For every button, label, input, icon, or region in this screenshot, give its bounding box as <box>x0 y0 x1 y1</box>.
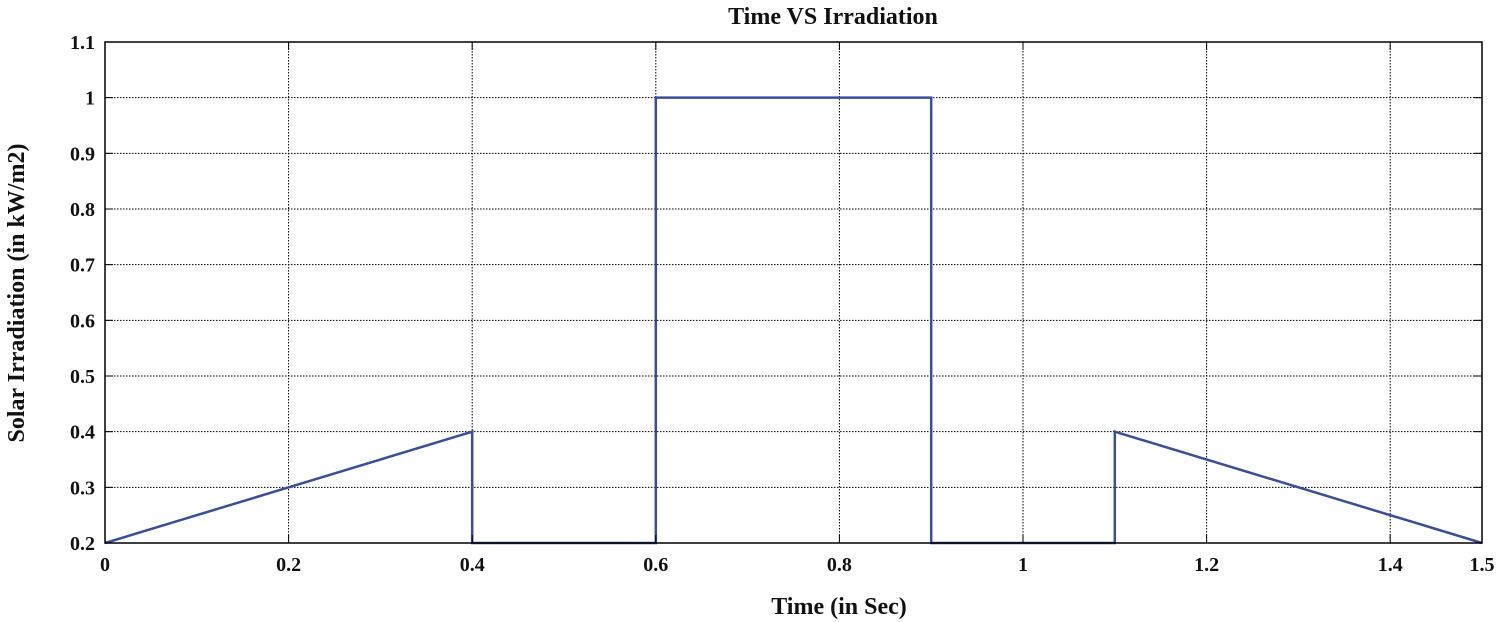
y-tick-label: 0.2 <box>70 533 95 555</box>
y-tick-label: 0.5 <box>70 366 95 388</box>
y-tick-label: 0.3 <box>70 477 95 499</box>
y-tick-labels: 0.2 0.3 0.4 0.5 0.6 0.7 0.8 0.9 1 1.1 <box>70 32 95 555</box>
series-layer <box>104 96 1483 545</box>
y-tick-label: 0.6 <box>70 310 95 332</box>
x-tick-label: 0.4 <box>460 554 485 576</box>
y-tick-label: 0.8 <box>70 199 95 221</box>
x-tick-label: 1.5 <box>1470 554 1495 576</box>
y-tick-label: 1.1 <box>70 32 95 54</box>
y-tick-label: 1 <box>85 88 95 110</box>
y-tick-label: 0.7 <box>70 255 95 277</box>
y-tick-label: 0.4 <box>70 422 95 444</box>
x-tick-label: 0.2 <box>276 554 301 576</box>
y-tick-label: 0.9 <box>70 143 95 165</box>
series-line <box>104 96 1483 545</box>
tick-marks <box>104 41 1483 544</box>
x-tick-label: 0.8 <box>827 554 852 576</box>
x-tick-label: 1 <box>1018 554 1028 576</box>
x-tick-label: 0 <box>100 554 110 576</box>
x-tick-label: 1.4 <box>1378 554 1403 576</box>
y-axis-label: Solar Irradiation (in kW/m2) <box>4 144 30 443</box>
plot-frame <box>104 41 1483 544</box>
x-tick-labels: 0 0.2 0.4 0.6 0.8 1 1.2 1.4 1.5 <box>100 554 1495 576</box>
x-tick-label: 0.6 <box>643 554 668 576</box>
x-axis-label: Time (in Sec) <box>771 594 907 620</box>
grid-lines <box>105 42 1482 543</box>
x-tick-label: 1.2 <box>1194 554 1219 576</box>
chart-title: Time VS Irradiation <box>728 4 938 30</box>
